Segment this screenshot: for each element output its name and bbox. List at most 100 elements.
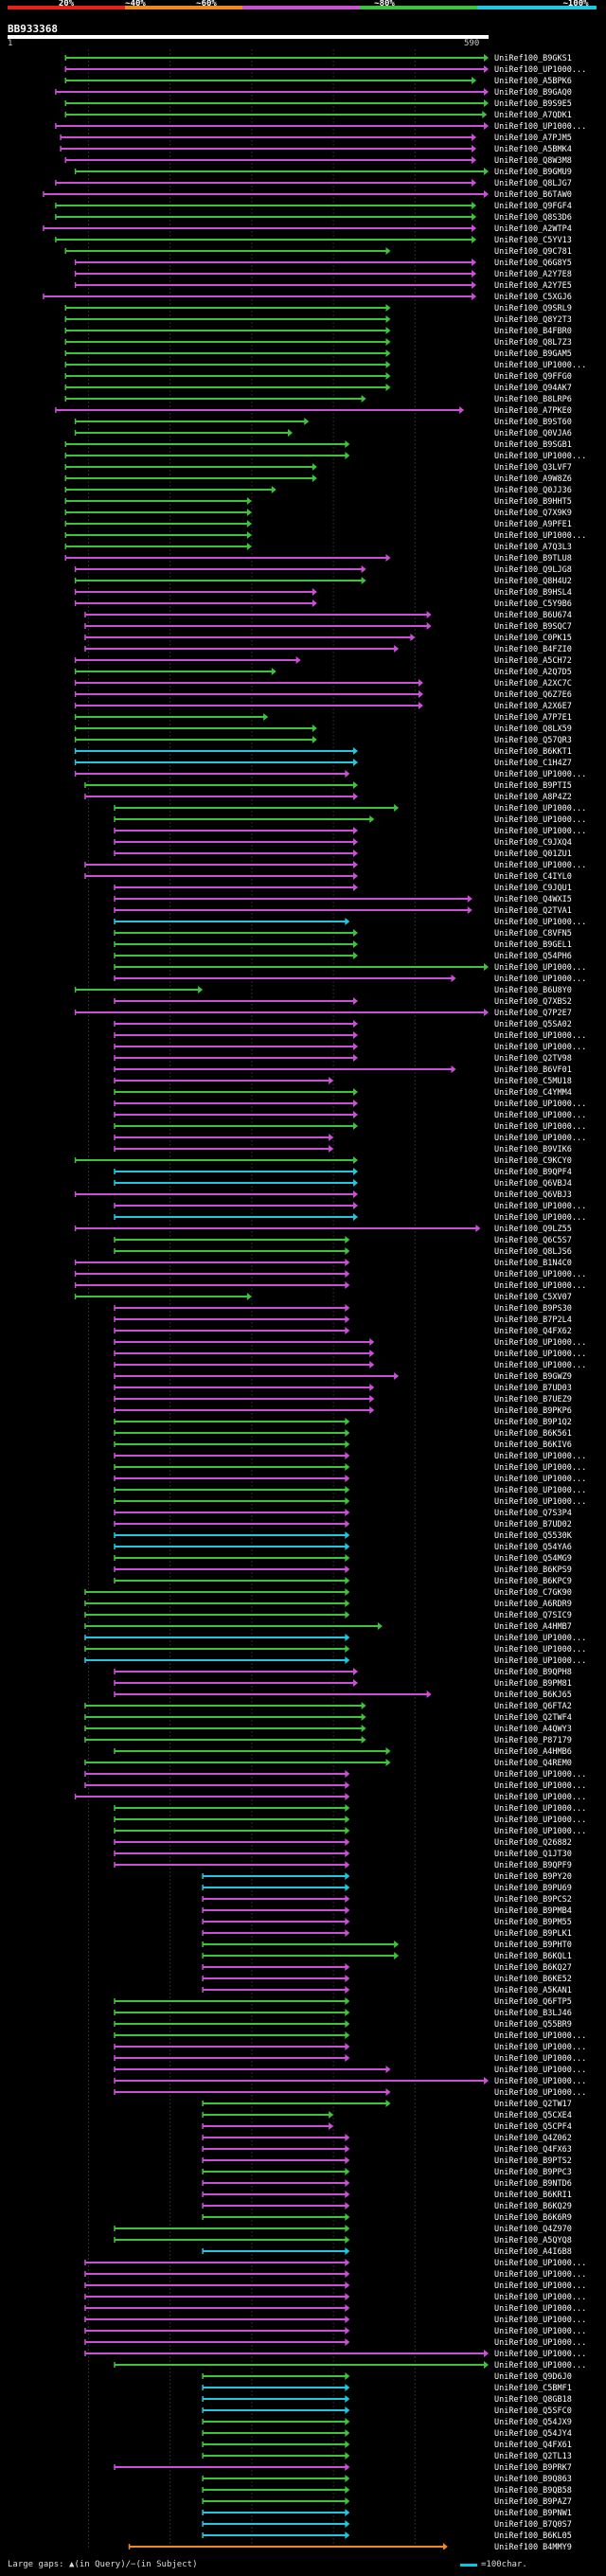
hit-label[interactable]: UniRef100_Q54MG9 — [494, 1554, 572, 1564]
hit-label[interactable]: UniRef100_UP1000... — [494, 1645, 586, 1655]
hit-row[interactable]: UniRef100_UP1000... — [114, 1486, 586, 1495]
hit-row[interactable]: UniRef100_B9SQC7 — [84, 622, 572, 632]
hit-row[interactable]: UniRef100_A7QDK1 — [64, 111, 572, 120]
hit-label[interactable]: UniRef100_A2XC7C — [494, 679, 572, 689]
hit-row[interactable]: UniRef100_UP1000... — [74, 770, 587, 779]
hit-label[interactable]: UniRef100_UP1000... — [494, 2281, 586, 2291]
hit-row[interactable]: UniRef100_Q54JY4 — [202, 2429, 572, 2439]
hit-label[interactable]: UniRef100_Q4Z062 — [494, 2134, 572, 2143]
hit-label[interactable]: UniRef100_B9GKS1 — [494, 54, 572, 63]
hit-row[interactable]: UniRef100_UP1000... — [114, 1452, 586, 1461]
hit-row[interactable]: UniRef100_B6KL05 — [202, 2531, 572, 2541]
hit-row[interactable]: UniRef100_B9PTS2 — [202, 2156, 572, 2166]
hit-row[interactable]: UniRef100_B9SGB1 — [64, 440, 572, 450]
hit-label[interactable]: UniRef100_UP1000... — [494, 1781, 586, 1791]
hit-row[interactable]: UniRef100_C4YMM4 — [114, 1088, 572, 1098]
hit-label[interactable]: UniRef100_B9PU69 — [494, 1884, 572, 1893]
hit-label[interactable]: UniRef100_UP1000... — [494, 1202, 586, 1211]
hit-label[interactable]: UniRef100_B9S9E5 — [494, 99, 572, 109]
hit-label[interactable]: UniRef100_UP1000... — [494, 531, 586, 541]
hit-row[interactable]: UniRef100_Q54MG9 — [114, 1554, 572, 1564]
hit-label[interactable]: UniRef100_UP1000... — [494, 963, 586, 973]
hit-row[interactable]: UniRef100_C4IYL0 — [84, 872, 572, 882]
hit-label[interactable]: UniRef100_A5QYQ8 — [494, 2236, 572, 2245]
hit-label[interactable]: UniRef100_UP1000... — [494, 1338, 586, 1348]
hit-label[interactable]: UniRef100_UP1000... — [494, 65, 586, 75]
hit-row[interactable]: UniRef100_B6KJ65 — [114, 1690, 572, 1700]
hit-label[interactable]: UniRef100_UP1000... — [494, 827, 586, 836]
hit-row[interactable]: UniRef100_B7UD02 — [114, 1520, 572, 1530]
hit-row[interactable]: UniRef100_B9GKS1 — [64, 54, 572, 63]
hit-row[interactable]: UniRef100_UP1000... — [84, 2338, 586, 2348]
hit-label[interactable]: UniRef100_UP1000... — [494, 1213, 586, 1223]
hit-row[interactable]: UniRef100_B4FBR0 — [64, 327, 572, 336]
hit-row[interactable]: UniRef100_B6TAW0 — [43, 190, 572, 200]
hit-label[interactable]: UniRef100_Q2TV98 — [494, 1054, 572, 1064]
hit-row[interactable]: UniRef100_B9TLU8 — [64, 554, 572, 564]
hit-row[interactable]: UniRef100_Q2TV98 — [114, 1054, 572, 1064]
hit-row[interactable]: UniRef100_Q8L7Z3 — [64, 338, 572, 348]
hit-row[interactable]: UniRef100_B9PU69 — [202, 1884, 572, 1893]
hit-row[interactable]: UniRef100_UP1000... — [114, 1122, 586, 1132]
hit-row[interactable]: UniRef100_Q2TL13 — [202, 2452, 572, 2461]
hit-label[interactable]: UniRef100_Q8L7Z3 — [494, 338, 572, 348]
hit-row[interactable]: UniRef100_C7GK90 — [84, 1588, 572, 1598]
hit-row[interactable]: UniRef100_C9KCY0 — [74, 1156, 572, 1166]
hit-row[interactable]: UniRef100_Q6Z7E6 — [74, 690, 572, 700]
hit-row[interactable]: UniRef100_Q5SFC0 — [202, 2406, 572, 2416]
hit-row[interactable]: UniRef100_A2X6E7 — [74, 702, 572, 711]
hit-row[interactable]: UniRef100_Q6VBJ3 — [74, 1190, 572, 1200]
hit-label[interactable]: UniRef100_Q6G8Y5 — [494, 259, 572, 268]
hit-label[interactable]: UniRef100_Q57QR3 — [494, 736, 572, 745]
hit-label[interactable]: UniRef100_Q9SRL9 — [494, 304, 572, 313]
hit-row[interactable]: UniRef100_Q2TVA1 — [114, 906, 572, 916]
hit-row[interactable]: UniRef100_B9PY20 — [202, 1872, 572, 1882]
hit-row[interactable]: UniRef100_Q6FTP5 — [114, 1997, 572, 2007]
hit-row[interactable]: UniRef100_C5MU18 — [114, 1077, 572, 1086]
hit-label[interactable]: UniRef100_Q4Z970 — [494, 2225, 572, 2234]
hit-label[interactable]: UniRef100_B7UD02 — [494, 1520, 572, 1530]
hit-label[interactable]: UniRef100_A5KAN1 — [494, 1986, 572, 1995]
hit-row[interactable]: UniRef100_B6KRI1 — [202, 2191, 572, 2200]
hit-label[interactable]: UniRef100_UP1000... — [494, 815, 586, 825]
hit-row[interactable]: UniRef100_C5YV13 — [55, 236, 572, 245]
hit-row[interactable]: UniRef100_C9JQU1 — [114, 884, 572, 893]
hit-row[interactable]: UniRef100_UP1000... — [114, 1213, 586, 1223]
hit-label[interactable]: UniRef100_A2WTP4 — [494, 224, 572, 234]
hit-row[interactable]: UniRef100_Q8Y2T3 — [64, 315, 572, 325]
hit-label[interactable]: UniRef100_B4FZI0 — [494, 645, 572, 654]
hit-row[interactable]: UniRef100_Q1JT30 — [114, 1850, 572, 1859]
hit-row[interactable]: UniRef100_C5Y9B6 — [74, 599, 572, 609]
hit-label[interactable]: UniRef100_B9PNW1 — [494, 2509, 572, 2518]
hit-label[interactable]: UniRef100_Q2TW17 — [494, 2100, 572, 2109]
hit-label[interactable]: UniRef100_Q8H4U2 — [494, 577, 572, 586]
hit-label[interactable]: UniRef100_UP1000... — [494, 1656, 586, 1666]
hit-row[interactable]: UniRef100_UP1000... — [114, 963, 586, 973]
hit-row[interactable]: UniRef100_C5XV07 — [74, 1293, 572, 1302]
hit-row[interactable]: UniRef100_UP1000... — [114, 1463, 586, 1473]
hit-row[interactable]: UniRef100_B9PS30 — [114, 1304, 572, 1314]
hit-row[interactable]: UniRef100_Q9D6J0 — [202, 2372, 572, 2382]
hit-row[interactable]: UniRef100_A2WTP4 — [43, 224, 572, 234]
hit-row[interactable]: UniRef100_A5BPK6 — [64, 77, 572, 86]
hit-label[interactable]: UniRef100_A9PFE1 — [494, 520, 572, 529]
hit-row[interactable]: UniRef100_B9GAM5 — [64, 349, 572, 359]
hit-label[interactable]: UniRef100_B9QPF9 — [494, 1861, 572, 1870]
hit-row[interactable]: UniRef100_UP1000... — [114, 1804, 586, 1814]
hit-row[interactable]: UniRef100_UP1000... — [114, 2043, 586, 2052]
hit-label[interactable]: UniRef100_C1H4Z7 — [494, 759, 572, 768]
hit-row[interactable]: UniRef100_UP1000... — [84, 2293, 586, 2302]
hit-row[interactable]: UniRef100_B6K6R9 — [202, 2213, 572, 2223]
hit-label[interactable]: UniRef100_B7UEZ9 — [494, 1395, 572, 1404]
hit-row[interactable]: UniRef100_UP1000... — [84, 2259, 586, 2268]
hit-label[interactable]: UniRef100_C7GK90 — [494, 1588, 572, 1598]
hit-label[interactable]: UniRef100_UP1000... — [494, 2270, 586, 2280]
hit-label[interactable]: UniRef100_A2Q7D5 — [494, 668, 572, 677]
hit-row[interactable]: UniRef100_B9P1Q2 — [114, 1418, 572, 1427]
hit-label[interactable]: UniRef100_B9PS30 — [494, 1304, 572, 1314]
hit-row[interactable]: UniRef100_B9PMB4 — [202, 1906, 572, 1916]
hit-label[interactable]: UniRef100_B9PKP6 — [494, 1406, 572, 1416]
hit-label[interactable]: UniRef100_B6KJ65 — [494, 1690, 572, 1700]
hit-label[interactable]: UniRef100_UP1000... — [494, 975, 586, 984]
hit-label[interactable]: UniRef100_A8P4Z2 — [494, 793, 572, 802]
